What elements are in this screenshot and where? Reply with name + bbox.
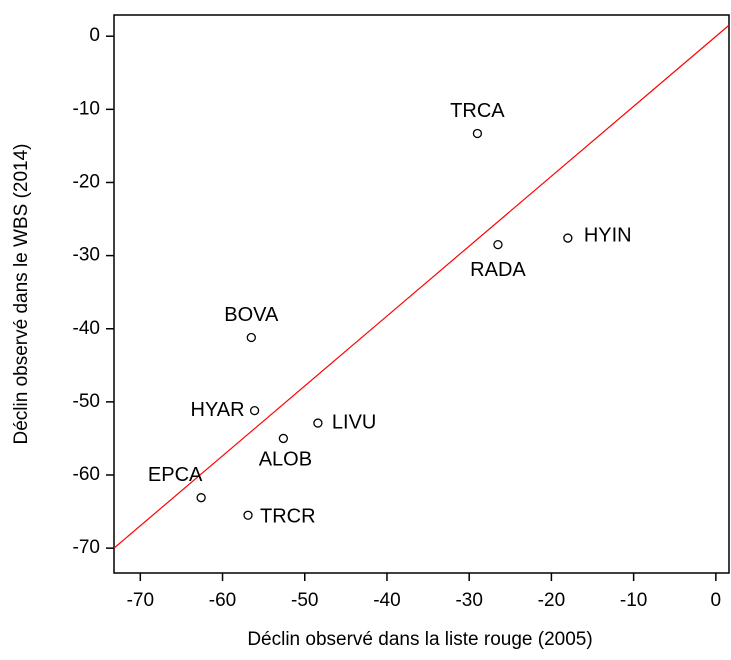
y-tick-label: -50 (73, 391, 100, 412)
x-tick-label: 0 (711, 590, 722, 611)
x-tick-label: -40 (373, 590, 400, 611)
x-tick-label: -30 (455, 590, 482, 611)
point-label: LIVU (332, 411, 376, 433)
x-tick-label: -10 (620, 590, 647, 611)
point-label: HYAR (191, 399, 245, 421)
y-tick-label: -60 (73, 464, 100, 485)
x-tick-label: -20 (538, 590, 565, 611)
y-tick-label: -30 (73, 245, 100, 266)
x-tick-label: -60 (209, 590, 236, 611)
point (563, 233, 573, 243)
point (313, 418, 323, 428)
point-label: RADA (470, 259, 526, 281)
point (493, 239, 503, 250)
y-tick-label: -10 (73, 98, 100, 119)
y-tick-label: -20 (73, 171, 100, 192)
point-label: TRCR (260, 506, 316, 528)
point (472, 128, 483, 139)
y-tick-label: -70 (73, 537, 100, 558)
x-tick-label: -50 (291, 590, 318, 611)
y-tick-label: 0 (89, 25, 100, 46)
point (249, 405, 260, 416)
plot-frame (113, 14, 730, 574)
y-axis-title: Déclin observé dans le WBS (2014) (11, 144, 32, 445)
point (278, 433, 289, 444)
point (246, 332, 256, 343)
point (196, 493, 206, 503)
reference-line (113, 24, 730, 549)
point-label: TRCA (450, 100, 505, 122)
y-tick-label: -40 (73, 318, 100, 339)
point (243, 510, 253, 520)
point-label: ALOB (259, 449, 312, 471)
x-tick-label: -70 (127, 590, 154, 611)
point-label: BOVA (224, 304, 279, 326)
x-axis-title: Déclin observé dans la liste rouge (2005… (247, 629, 592, 650)
point-label: EPCA (148, 464, 203, 486)
point-label: HYIN (584, 224, 632, 246)
